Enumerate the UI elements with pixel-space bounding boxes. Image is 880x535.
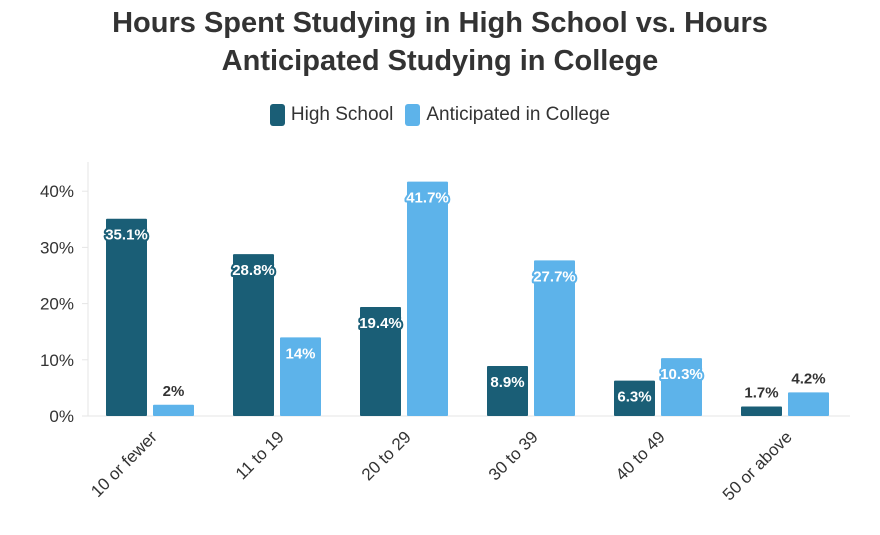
data-label-anticipated-in-college-20-to-29: 41.7% <box>406 190 449 207</box>
x-tick-label-10-or-fewer: 10 or fewer <box>87 427 161 501</box>
bar-high-school-40-to-49[interactable] <box>614 380 655 416</box>
bar-anticipated-in-college-30-to-39[interactable] <box>534 260 575 416</box>
y-tick-label: 30% <box>40 238 74 257</box>
data-label-anticipated-in-college-30-to-39: 27.7% <box>533 268 576 285</box>
bar-anticipated-in-college-10-or-fewer[interactable] <box>153 404 194 416</box>
x-tick-label-50-or-above: 50 or above <box>719 427 796 504</box>
legend-item-anticipated-in-college[interactable]: Anticipated in College <box>405 104 610 126</box>
bar-anticipated-in-college-11-to-19[interactable] <box>280 337 321 416</box>
x-tick-label-40-to-49: 40 to 49 <box>612 427 669 484</box>
bar-high-school-20-to-29[interactable] <box>360 306 401 416</box>
legend-label-high-school: High School <box>290 104 394 125</box>
y-tick-label: 0% <box>49 407 74 426</box>
x-tick-label-30-to-39: 30 to 39 <box>485 427 542 484</box>
data-label-high-school-50-or-above: 1.7% <box>744 384 778 401</box>
chart-title: Hours Spent Studying in High School vs. … <box>0 4 880 80</box>
data-label-high-school-30-to-39: 8.9% <box>490 374 524 391</box>
chart-title-line-2: Anticipated Studying in College <box>221 45 659 77</box>
data-label-high-school-20-to-29: 19.4% <box>359 315 402 332</box>
data-label-anticipated-in-college-40-to-49: 10.3% <box>660 366 703 383</box>
data-label-anticipated-in-college-10-or-fewer: 2% <box>163 383 185 400</box>
data-label-anticipated-in-college-11-to-19: 14% <box>285 345 315 362</box>
data-label-anticipated-in-college-50-or-above: 4.2% <box>791 370 825 387</box>
x-tick-label-20-to-29: 20 to 29 <box>358 427 415 484</box>
bar-high-school-50-or-above[interactable] <box>741 406 782 416</box>
bar-anticipated-in-college-40-to-49[interactable] <box>661 358 702 416</box>
y-tick-label: 20% <box>40 295 74 314</box>
bar-anticipated-in-college-20-to-29[interactable] <box>407 181 448 416</box>
y-tick-label: 10% <box>40 351 74 370</box>
bar-high-school-10-or-fewer[interactable] <box>106 218 147 416</box>
legend-swatch-anticipated-in-college <box>405 104 421 126</box>
data-label-high-school-40-to-49: 6.3% <box>617 389 651 406</box>
y-tick-label: 40% <box>40 182 74 201</box>
bar-anticipated-in-college-50-or-above[interactable] <box>788 392 829 416</box>
x-tick-label-11-to-19: 11 to 19 <box>232 427 288 483</box>
bar-high-school-30-to-39[interactable] <box>487 365 528 416</box>
data-label-high-school-10-or-fewer: 35.1% <box>105 227 148 244</box>
legend-item-high-school[interactable]: High School <box>269 104 394 126</box>
chart-legend: High School Anticipated in College <box>0 104 880 126</box>
data-label-high-school-11-to-19: 28.8% <box>232 262 275 279</box>
legend-swatch-high-school <box>269 104 285 126</box>
chart-title-line-1: Hours Spent Studying in High School vs. … <box>112 7 768 39</box>
bar-high-school-11-to-19[interactable] <box>233 254 274 416</box>
legend-label-anticipated-in-college: Anticipated in College <box>426 104 611 125</box>
